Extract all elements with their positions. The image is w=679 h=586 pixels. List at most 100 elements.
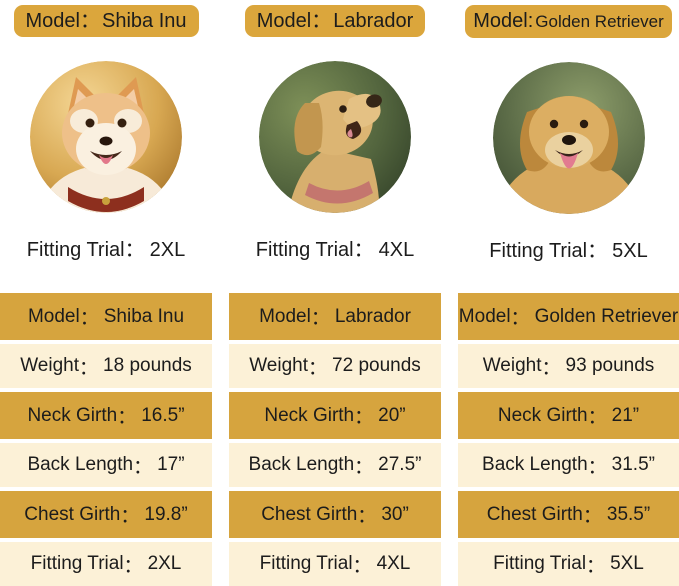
fitting-value: 4XL [378, 239, 415, 261]
row-value: 21” [611, 404, 640, 426]
model-chip-labrador: Model： Labrador [244, 5, 426, 37]
row-separator: ： [587, 407, 607, 428]
size-table-golden-retriever: Model： Golden Retriever Weight： 93 pounds … [458, 293, 679, 586]
fitting-value: 5XL [612, 240, 648, 262]
table-row: Neck Girth： 20” [229, 392, 441, 439]
row-label: Weight [20, 355, 80, 376]
fitting-trial-line: Fitting Trial： 4XL [229, 239, 441, 261]
table-row: Chest Girth： 30” [229, 491, 441, 538]
table-row: Model： Golden Retriever [458, 293, 679, 340]
row-value: 16.5” [141, 404, 185, 426]
table-row: Model： Shiba Inu [0, 293, 212, 340]
table-row: Neck Girth： 21” [458, 392, 679, 439]
row-separator: ： [586, 555, 606, 577]
row-label: Neck Girth [497, 404, 588, 426]
table-row: Fitting Trial： 5XL [458, 542, 679, 586]
shiba-inu-illustration [30, 61, 182, 213]
fitting-label: Fitting Trial [255, 239, 354, 261]
row-value: 19.8” [144, 503, 188, 525]
table-row: Back Length： 27.5” [229, 443, 441, 487]
labrador-illustration [259, 61, 411, 213]
table-row: Fitting Trial： 2XL [0, 542, 212, 586]
row-separator: ： [587, 456, 607, 478]
row-label: Chest Girth [261, 503, 358, 525]
row-label: Chest Girth [24, 503, 121, 525]
row-label: Back Length [27, 454, 134, 475]
row-value: Golden Retriever [534, 305, 679, 327]
model-chip-golden-retriever: Model: Golden Retriever [465, 5, 672, 38]
row-value: 31.5” [611, 454, 655, 475]
shiba-inu-photo [30, 61, 182, 213]
fitting-separator: ： [587, 240, 608, 262]
fitting-value: 2XL [149, 239, 186, 261]
row-separator: ： [510, 308, 530, 329]
row-label: Model [259, 305, 311, 327]
row-value: 27.5” [378, 454, 422, 475]
table-row: Weight： 93 pounds [458, 344, 679, 388]
row-separator: ： [308, 357, 328, 379]
model-chip-shiba: Model： Shiba Inu [13, 5, 199, 37]
row-separator: ： [357, 506, 377, 527]
row-separator: ： [352, 555, 372, 577]
row-separator: ： [79, 357, 99, 379]
chip-dog-name: Shiba Inu [101, 10, 187, 32]
row-separator: ： [133, 456, 153, 478]
golden-retriever-illustration [492, 62, 645, 214]
row-value: 18 pounds [103, 355, 192, 376]
chip-dog-name: Labrador [333, 10, 414, 32]
table-row: Chest Girth： 35.5” [458, 491, 679, 538]
size-table-shiba: Model： Shiba Inu Weight： 18 pounds Neck Gi… [0, 293, 212, 586]
row-label: Model [458, 305, 511, 327]
row-label: Neck Girth [27, 404, 118, 426]
row-label: Back Length [482, 454, 588, 475]
row-separator: ： [79, 308, 99, 329]
row-separator: ： [354, 456, 374, 478]
row-separator: ： [310, 308, 330, 329]
chip-label: Model [256, 10, 312, 32]
size-table-labrador: Model： Labrador Weight： 72 pounds Neck Gir… [229, 293, 441, 586]
row-separator: ： [354, 407, 374, 428]
row-label: Back Length [248, 454, 355, 475]
row-label: Fitting Trial [30, 553, 124, 574]
model-chip-wrap: Model： Shiba Inu [0, 5, 212, 37]
row-label: Model [27, 305, 80, 327]
row-value: 5XL [610, 553, 644, 574]
row-value: 30” [381, 503, 409, 525]
fitting-trial-line: Fitting Trial： 2XL [0, 239, 212, 261]
row-label: Weight [482, 355, 542, 376]
row-separator: ： [541, 357, 561, 379]
table-row: Chest Girth： 19.8” [0, 491, 212, 538]
chip-separator: : [527, 10, 534, 32]
row-value: 17” [157, 454, 185, 475]
row-value: 2XL [147, 553, 182, 574]
row-value: 72 pounds [332, 355, 421, 376]
row-label: Neck Girth [264, 404, 355, 426]
chip-dog-name: Golden Retriever [535, 12, 664, 31]
row-separator: ： [123, 555, 143, 577]
fitting-label: Fitting Trial [26, 239, 125, 261]
size-column-golden-retriever: Model: Golden Retriever [458, 0, 679, 586]
chip-label: Model [473, 10, 528, 32]
fitting-separator: ： [353, 239, 374, 261]
row-separator: ： [582, 506, 602, 527]
chip-separator: ： [79, 10, 100, 32]
table-row: Weight： 18 pounds [0, 344, 212, 388]
fitting-label: Fitting Trial [489, 240, 588, 262]
size-column-labrador: Model： Labrador [229, 0, 441, 586]
table-row: Fitting Trial： 4XL [229, 542, 441, 586]
fitting-trial-line: Fitting Trial： 5XL [458, 240, 679, 262]
size-column-shiba: Model： Shiba Inu [0, 0, 212, 586]
row-label: Fitting Trial [259, 553, 353, 574]
table-row: Back Length： 17” [0, 443, 212, 487]
labrador-photo [259, 61, 411, 213]
table-row: Weight： 72 pounds [229, 344, 441, 388]
row-separator: ： [120, 506, 140, 527]
chip-label: Model [25, 10, 80, 32]
row-value: 4XL [376, 553, 411, 574]
row-value: Shiba Inu [103, 305, 185, 327]
model-chip-wrap: Model： Labrador [229, 5, 441, 37]
row-label: Chest Girth [486, 503, 583, 525]
row-separator: ： [117, 407, 137, 428]
chip-separator: ： [311, 10, 332, 32]
